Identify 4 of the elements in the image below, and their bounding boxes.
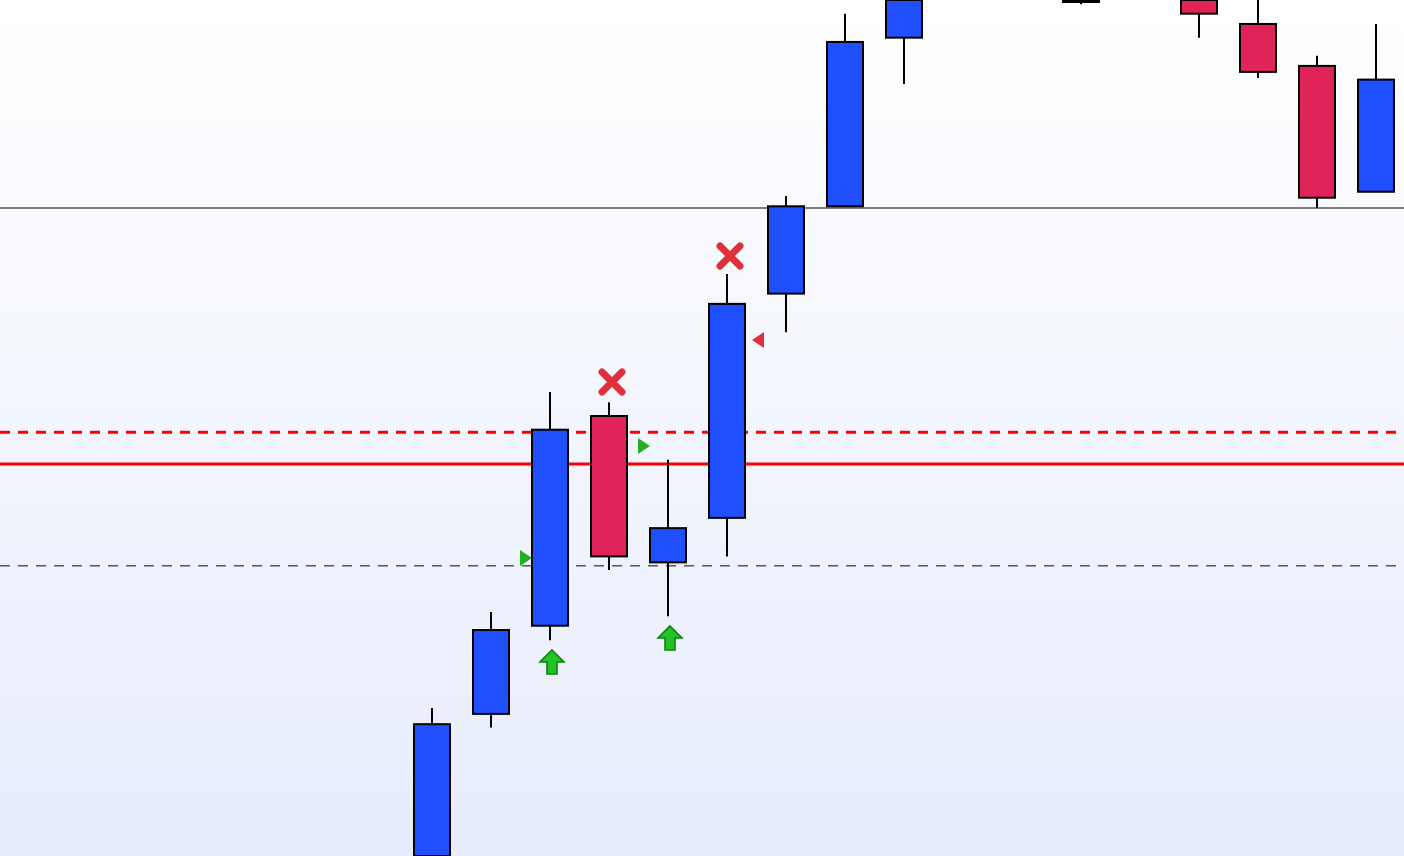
candlestick <box>885 0 923 85</box>
candlestick <box>1180 0 1218 39</box>
candlestick <box>1239 0 1277 79</box>
candlestick <box>649 458 687 618</box>
